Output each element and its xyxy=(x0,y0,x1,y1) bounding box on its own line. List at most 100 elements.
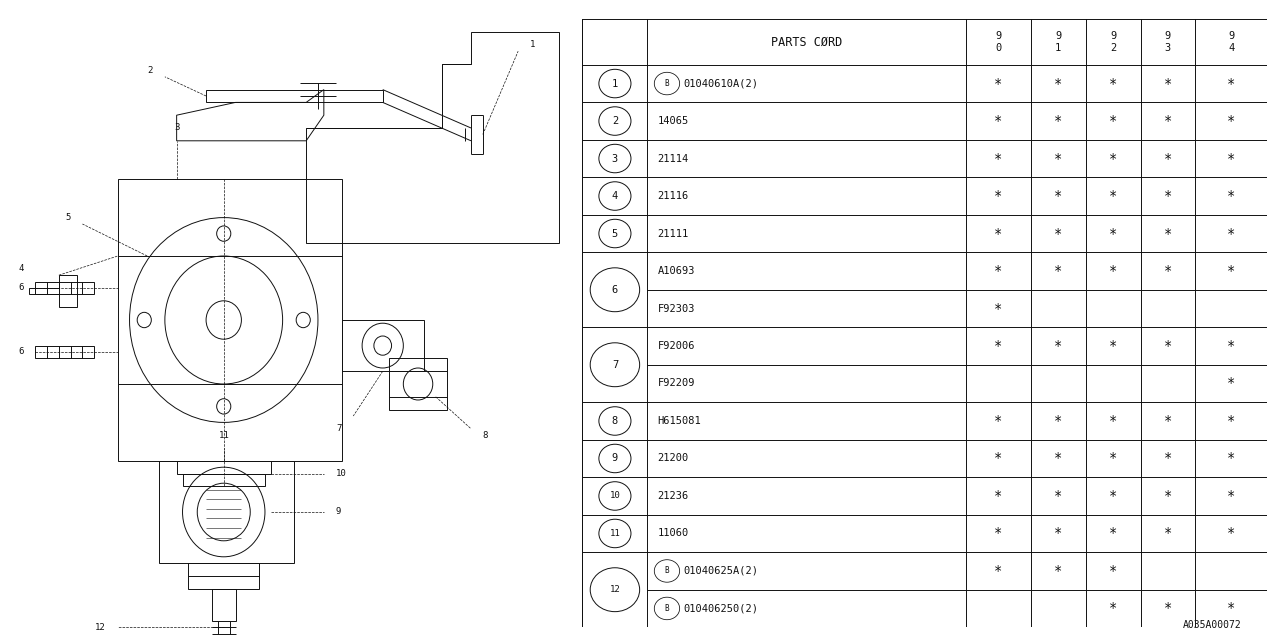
Text: *: * xyxy=(1108,602,1117,616)
Text: F92209: F92209 xyxy=(658,378,695,388)
Text: 21111: 21111 xyxy=(658,228,689,239)
Text: *: * xyxy=(1228,152,1235,166)
Text: 6: 6 xyxy=(18,348,23,356)
Text: *: * xyxy=(1055,414,1062,428)
Text: B: B xyxy=(664,604,669,613)
Text: 8: 8 xyxy=(612,416,618,426)
Text: 2: 2 xyxy=(612,116,618,126)
Text: F92006: F92006 xyxy=(658,341,695,351)
Text: 21114: 21114 xyxy=(658,154,689,164)
Text: *: * xyxy=(1228,602,1235,616)
Text: *: * xyxy=(1108,451,1117,465)
Text: 9
4: 9 4 xyxy=(1228,31,1234,52)
Text: *: * xyxy=(995,227,1002,241)
Text: F92303: F92303 xyxy=(658,303,695,314)
Text: *: * xyxy=(1164,114,1172,128)
Text: *: * xyxy=(1228,376,1235,390)
Text: 3: 3 xyxy=(612,154,618,164)
Text: 10: 10 xyxy=(609,492,621,500)
Text: 1: 1 xyxy=(612,79,618,88)
Text: 14065: 14065 xyxy=(658,116,689,126)
Text: 12: 12 xyxy=(95,623,106,632)
Text: *: * xyxy=(1108,489,1117,503)
Text: *: * xyxy=(995,414,1002,428)
Text: *: * xyxy=(995,301,1002,316)
Text: 3: 3 xyxy=(174,124,179,132)
Text: 01040625A(2): 01040625A(2) xyxy=(684,566,758,576)
Text: *: * xyxy=(1108,264,1117,278)
Text: *: * xyxy=(1108,527,1117,540)
Text: *: * xyxy=(1228,264,1235,278)
Text: 12: 12 xyxy=(609,585,621,594)
Text: *: * xyxy=(995,264,1002,278)
Text: *: * xyxy=(995,77,1002,90)
Text: *: * xyxy=(1108,227,1117,241)
Text: 9
1: 9 1 xyxy=(1055,31,1061,52)
Text: 21116: 21116 xyxy=(658,191,689,201)
Text: B: B xyxy=(664,79,669,88)
Text: *: * xyxy=(1164,451,1172,465)
Text: 01040610A(2): 01040610A(2) xyxy=(684,79,758,88)
Text: A035A00072: A035A00072 xyxy=(1183,620,1242,630)
Text: *: * xyxy=(995,189,1002,203)
Text: *: * xyxy=(1055,227,1062,241)
Text: *: * xyxy=(1228,527,1235,540)
Text: 6: 6 xyxy=(18,284,23,292)
Text: *: * xyxy=(1164,339,1172,353)
Text: *: * xyxy=(1164,77,1172,90)
Text: 21200: 21200 xyxy=(658,454,689,463)
Text: 9: 9 xyxy=(612,454,618,463)
Text: 9
3: 9 3 xyxy=(1165,31,1171,52)
Text: *: * xyxy=(1164,489,1172,503)
Text: *: * xyxy=(1228,451,1235,465)
Text: *: * xyxy=(1055,564,1062,578)
Text: 8: 8 xyxy=(483,431,488,440)
Text: *: * xyxy=(1055,114,1062,128)
Text: *: * xyxy=(995,152,1002,166)
Text: *: * xyxy=(995,564,1002,578)
Text: *: * xyxy=(1055,77,1062,90)
Text: PARTS CØRD: PARTS CØRD xyxy=(771,35,842,49)
Text: 4: 4 xyxy=(18,264,23,273)
Text: A10693: A10693 xyxy=(658,266,695,276)
Text: *: * xyxy=(1108,152,1117,166)
Text: *: * xyxy=(1055,489,1062,503)
Text: 21236: 21236 xyxy=(658,491,689,501)
Text: 6: 6 xyxy=(612,285,618,295)
Text: *: * xyxy=(1164,414,1172,428)
Text: *: * xyxy=(1055,152,1062,166)
Text: 10: 10 xyxy=(335,469,347,478)
Text: *: * xyxy=(1164,189,1172,203)
Text: *: * xyxy=(1108,114,1117,128)
Text: 9: 9 xyxy=(335,508,340,516)
Text: *: * xyxy=(1108,564,1117,578)
Text: *: * xyxy=(1228,189,1235,203)
Text: *: * xyxy=(1055,451,1062,465)
Text: 5: 5 xyxy=(612,228,618,239)
Text: *: * xyxy=(1055,339,1062,353)
Text: *: * xyxy=(1164,264,1172,278)
Text: *: * xyxy=(1108,189,1117,203)
Text: B: B xyxy=(664,566,669,575)
Text: 7: 7 xyxy=(337,424,342,433)
Text: *: * xyxy=(995,489,1002,503)
Text: *: * xyxy=(1228,414,1235,428)
Text: *: * xyxy=(1228,227,1235,241)
Text: *: * xyxy=(1164,227,1172,241)
Text: 010406250(2): 010406250(2) xyxy=(684,604,758,614)
Text: *: * xyxy=(1108,77,1117,90)
Text: 7: 7 xyxy=(612,360,618,370)
Text: H615081: H615081 xyxy=(658,416,701,426)
Text: 9
0: 9 0 xyxy=(996,31,1001,52)
Text: 11060: 11060 xyxy=(658,529,689,538)
Text: *: * xyxy=(1228,489,1235,503)
Text: *: * xyxy=(1055,189,1062,203)
Text: *: * xyxy=(1228,339,1235,353)
Text: 1: 1 xyxy=(530,40,535,49)
Text: 4: 4 xyxy=(612,191,618,201)
Text: 5: 5 xyxy=(65,213,70,222)
Text: *: * xyxy=(1108,414,1117,428)
Text: *: * xyxy=(1164,602,1172,616)
Text: *: * xyxy=(1055,527,1062,540)
Text: *: * xyxy=(995,114,1002,128)
